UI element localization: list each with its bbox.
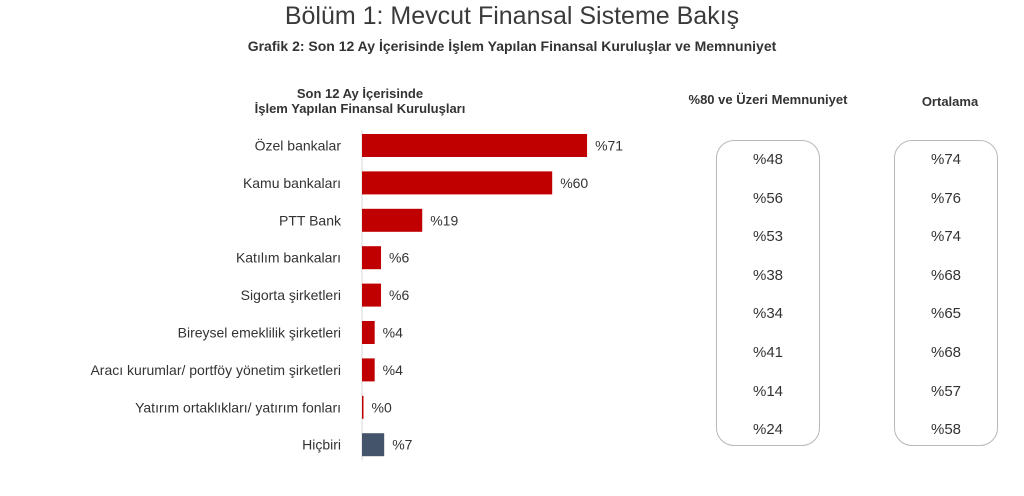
- satisfaction-value: %34: [752, 305, 784, 323]
- average-column-header: Ortalama: [921, 94, 979, 109]
- average-value: %65: [930, 305, 962, 323]
- chart-column-header-line1: Son 12 Ay İçerisinde: [296, 86, 424, 101]
- satisfaction-value: %24: [752, 421, 784, 439]
- bar: [362, 321, 375, 344]
- data-label: %7: [392, 437, 412, 453]
- category-label: PTT Bank: [279, 212, 342, 228]
- bar: [362, 395, 364, 419]
- data-label: %19: [430, 212, 458, 228]
- data-label: %6: [389, 287, 409, 303]
- bar: [362, 358, 375, 382]
- page-title: Bölüm 1: Mevcut Finansal Sisteme Bakış: [284, 2, 740, 30]
- average-value: %58: [930, 421, 962, 439]
- category-label: Özel bankalar: [255, 137, 342, 154]
- average-value: %74: [930, 228, 962, 246]
- average-value: %68: [930, 344, 962, 361]
- data-label: %60: [560, 175, 588, 191]
- satisfaction-value: %53: [752, 228, 784, 246]
- satisfaction-box: [716, 140, 820, 446]
- satisfaction-value: %38: [752, 266, 784, 284]
- satisfaction-value: %56: [752, 189, 784, 207]
- average-value: %76: [930, 189, 962, 207]
- category-label: Hiçbiri: [302, 437, 341, 453]
- satisfaction-value: %14: [752, 382, 784, 400]
- satisfaction-column-header: %80 ve Üzeri Memnuniyet: [688, 92, 848, 107]
- data-label: %71: [595, 138, 623, 154]
- chart-subtitle: Grafik 2: Son 12 Ay İçerisinde İşlem Yap…: [247, 38, 777, 54]
- bar: [362, 433, 385, 457]
- bar: [362, 208, 423, 232]
- data-label: %4: [383, 362, 403, 378]
- average-value: %74: [930, 151, 962, 168]
- category-label: Sigorta şirketleri: [241, 287, 341, 303]
- average-value: %57: [930, 382, 962, 400]
- data-label: %0: [372, 399, 392, 415]
- data-label: %4: [383, 325, 403, 341]
- category-label: Kamu bankaları: [243, 175, 341, 191]
- bar: [362, 134, 588, 157]
- category-label: Yatırım ortaklıkları/ yatırım fonları: [135, 399, 341, 415]
- bar: [362, 246, 382, 270]
- category-label: Bireysel emeklilik şirketleri: [178, 325, 341, 341]
- bars-layer: Özel bankalar %71 Kamu bankaları %60 PTT Ban…: [90, 130, 623, 461]
- chart-column-header: Son 12 Ay İçerisinde İşlem Yapılan Finan…: [230, 86, 490, 116]
- category-label: Aracı kurumlar/ portföy yönetim şirketle…: [90, 362, 341, 378]
- average-box: [894, 140, 998, 446]
- bar: [362, 171, 553, 195]
- average-value: %68: [930, 266, 962, 284]
- satisfaction-value: %48: [752, 151, 784, 168]
- data-label: %6: [389, 250, 409, 266]
- satisfaction-value: %41: [752, 344, 784, 361]
- category-label: Katılım bankaları: [236, 250, 341, 266]
- chart-column-header-line2: İşlem Yapılan Finansal Kuruluşları: [254, 101, 466, 116]
- bar: [362, 283, 382, 307]
